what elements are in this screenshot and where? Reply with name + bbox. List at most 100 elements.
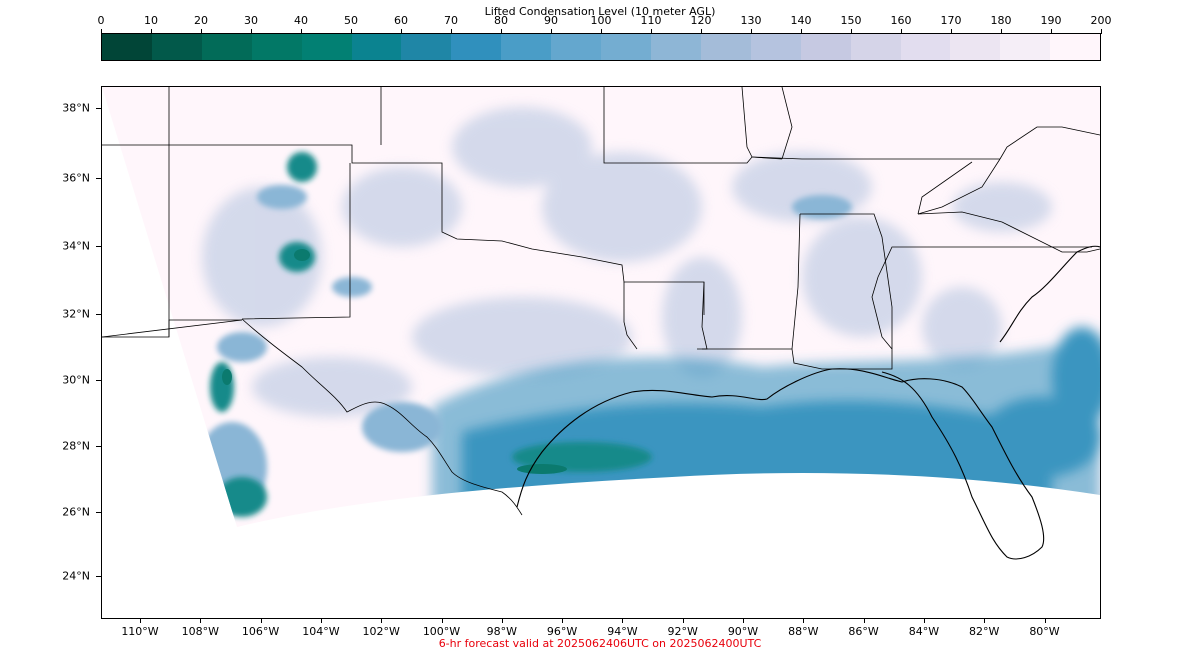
longitude-label: 90°W [727, 625, 759, 638]
longitude-label: 96°W [546, 625, 578, 638]
colorbar-ticks: 0 10 20 30 40 50 60 70 80 90 100 110 120 130 140 150 160… [98, 14, 1112, 34]
forecast-valid-caption: 6-hr forecast valid at 2025062406UTC on … [438, 637, 762, 650]
gulf-coastline [516, 368, 1045, 560]
longitude-label: 98°W [486, 625, 517, 638]
colorbar-segment [301, 34, 352, 60]
colorbar-tick-label: 50 [344, 14, 358, 27]
latitude-tick [96, 314, 101, 315]
colorbar-tick-label: 130 [740, 14, 762, 27]
colorbar-tick-label: 170 [940, 14, 962, 27]
colorbar-tick-mark [601, 29, 602, 34]
colorbar-title: Lifted Condensation Level (10 meter AGL) [484, 5, 716, 18]
mexico-border [102, 319, 243, 338]
longitude-tick [381, 618, 383, 623]
longitude-label: 94°W [607, 625, 638, 638]
longitude-label: 106°W [241, 625, 280, 638]
longitude-tick [803, 618, 805, 623]
colorbar-tick-label: 30 [244, 14, 258, 27]
longitude-tick [320, 618, 322, 623]
longitude-tick [441, 618, 443, 623]
longitude-label: 108°W [181, 625, 219, 638]
colorbar-tick-mark [901, 29, 902, 34]
longitude-tick [622, 618, 624, 623]
colorbar-tick-label: 20 [194, 14, 208, 27]
colorbar-segment [650, 34, 701, 60]
longitude-label: 104°W [302, 625, 340, 638]
map-panel [101, 86, 1101, 619]
colorbar-segment [750, 34, 801, 60]
longitude-tick [1044, 618, 1046, 623]
colorbar [101, 33, 1101, 61]
longitude-tick [984, 618, 986, 623]
latitude-label: 24°N [62, 569, 90, 583]
longitude-label: 88°W [788, 625, 819, 638]
colorbar-segment [151, 34, 202, 60]
latitude-tick [96, 108, 101, 109]
latitude-tick [96, 576, 101, 577]
state-borders [102, 87, 1100, 370]
longitude-tick [200, 618, 202, 623]
colorbar-segment [102, 34, 152, 60]
longitude-label: 100°W [422, 625, 461, 638]
colorbar-segment [800, 34, 851, 60]
colorbar-segment [501, 34, 552, 60]
longitude-tick [682, 618, 684, 623]
colorbar-tick-label: 100 [590, 14, 612, 27]
longitude-label: 82°W [969, 625, 1000, 638]
colorbar-segment [1000, 34, 1051, 60]
colorbar-segment [900, 34, 951, 60]
colorbar-tick-mark [651, 29, 652, 34]
colorbar-tick-mark [351, 29, 352, 34]
longitude-label: 102°W [362, 625, 400, 638]
longitude-label: 92°W [667, 625, 698, 638]
colorbar-tick-mark [951, 29, 952, 34]
latitude-tick [96, 246, 101, 247]
latitude-tick [96, 512, 101, 513]
colorbar-tick-mark [1101, 29, 1102, 34]
colorbar-segment [700, 34, 751, 60]
longitude-label: 80°W [1029, 625, 1060, 638]
longitude-tick [260, 618, 262, 623]
colorbar-tick-label: 150 [840, 14, 862, 27]
colorbar-segment [551, 34, 602, 60]
colorbar-segment [1050, 34, 1101, 60]
longitude-label: 86°W [848, 625, 879, 638]
colorbar-tick-label: 140 [790, 14, 812, 27]
atlantic-coastline [999, 245, 1100, 343]
colorbar-tick-label: 70 [444, 14, 458, 27]
colorbar-tick-mark [1001, 29, 1002, 34]
colorbar-tick-label: 160 [890, 14, 912, 27]
colorbar-tick-mark [501, 29, 502, 34]
colorbar-tick-label: 80 [494, 14, 508, 27]
latitude-tick [96, 446, 101, 447]
colorbar-segment [201, 34, 252, 60]
colorbar-tick-mark [201, 29, 202, 34]
colorbar-tick-label: 110 [640, 14, 662, 27]
colorbar-segment [451, 34, 502, 60]
colorbar-tick-label: 10 [144, 14, 158, 27]
colorbar-segment [251, 34, 302, 60]
colorbar-tick-label: 40 [294, 14, 308, 27]
colorbar-segment [401, 34, 452, 60]
longitude-tick [562, 618, 564, 623]
colorbar-tick-mark [101, 29, 102, 34]
colorbar-tick-label: 90 [544, 14, 558, 27]
latitude-label: 36°N [62, 171, 90, 185]
latitude-label: 28°N [62, 439, 90, 453]
latitude-label: 34°N [62, 239, 90, 253]
colorbar-tick-mark [1051, 29, 1052, 34]
longitude-tick [501, 618, 503, 623]
colorbar-tick-label: 190 [1040, 14, 1062, 27]
longitude-label: 110°W [121, 625, 159, 638]
longitude-tick [743, 618, 744, 623]
lowest-lcl-patches [222, 249, 567, 474]
colorbar-tick-label: 180 [990, 14, 1012, 27]
colorbar-tick-mark [301, 29, 302, 34]
colorbar-tick-mark [751, 29, 752, 34]
rio-grande-border [241, 318, 523, 516]
colorbar-segment [351, 34, 402, 60]
latitude-label: 32°N [62, 307, 90, 321]
latitude-label: 38°N [62, 101, 90, 115]
forecast-map [102, 87, 1100, 560]
longitude-tick [140, 618, 141, 623]
